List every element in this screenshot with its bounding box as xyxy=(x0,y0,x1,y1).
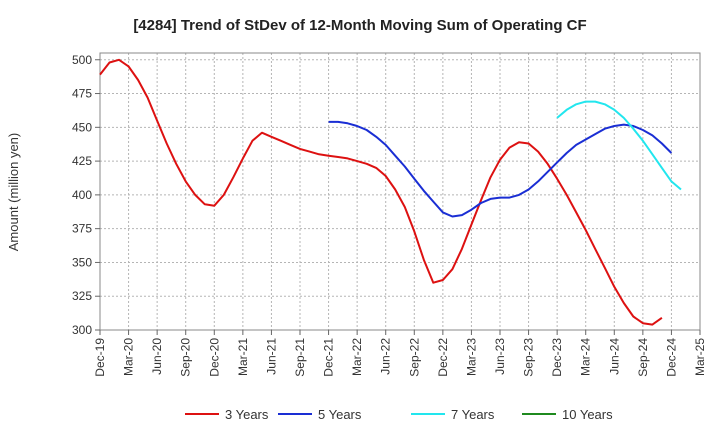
series-line-3-years xyxy=(99,58,663,326)
x-tick-label: Mar-24 xyxy=(579,338,593,376)
x-tick-label: Jun-23 xyxy=(493,338,507,375)
x-tick-label: Sep-23 xyxy=(522,338,536,377)
y-tick-label: 300 xyxy=(72,323,92,337)
y-tick-label: 325 xyxy=(72,289,92,303)
y-tick-label: 400 xyxy=(72,188,92,202)
legend-item: 10 Years xyxy=(522,407,613,422)
y-tick-label: 500 xyxy=(72,53,92,67)
grid-lines xyxy=(99,53,701,331)
legend-item: 3 Years xyxy=(185,407,269,422)
y-tick-label: 350 xyxy=(72,255,92,269)
y-tick-label: 475 xyxy=(72,87,92,101)
legend-label: 5 Years xyxy=(318,407,362,422)
x-tick-label: Sep-21 xyxy=(293,338,307,377)
x-tick-label: Dec-24 xyxy=(664,338,678,377)
x-tick-label: Jun-20 xyxy=(150,338,164,375)
x-tick-label: Jun-22 xyxy=(379,338,393,375)
legend-item: 5 Years xyxy=(278,407,362,422)
x-tick-label: Mar-21 xyxy=(236,338,250,376)
legend-label: 7 Years xyxy=(451,407,495,422)
x-tick-label: Sep-20 xyxy=(179,338,193,377)
chart-title: [4284] Trend of StDev of 12-Month Moving… xyxy=(133,17,586,34)
x-tick-label: Mar-25 xyxy=(693,338,707,376)
series-lines xyxy=(99,58,682,326)
x-tick-label: Dec-22 xyxy=(436,338,450,377)
y-axis-ticks: 300 325 350 375 400 425 450 475 500 xyxy=(72,53,100,337)
plot-frame xyxy=(99,52,701,331)
x-tick-label: Mar-20 xyxy=(122,338,136,376)
series-line-5-years xyxy=(328,120,673,218)
x-axis-ticks: Dec-19 Mar-20 Jun-20 Sep-20 Dec-20 Mar-21 Jun-… xyxy=(93,330,707,377)
x-tick-label: Mar-22 xyxy=(350,338,364,376)
x-tick-label: Dec-19 xyxy=(93,338,107,377)
x-tick-label: Dec-20 xyxy=(207,338,221,377)
y-tick-label: 375 xyxy=(72,222,92,236)
x-tick-label: Jun-24 xyxy=(607,338,621,375)
x-tick-label: Dec-21 xyxy=(322,338,336,377)
series-line-7-years xyxy=(556,100,682,191)
y-tick-label: 425 xyxy=(72,154,92,168)
x-tick-label: Mar-23 xyxy=(464,338,478,376)
legend-item: 7 Years xyxy=(411,407,495,422)
x-tick-label: Dec-23 xyxy=(550,338,564,377)
x-tick-label: Sep-22 xyxy=(407,338,421,377)
y-axis-label: Amount (million yen) xyxy=(6,133,21,252)
x-tick-label: Sep-24 xyxy=(636,338,650,377)
legend: 3 Years 5 Years 7 Years 10 Years xyxy=(185,407,613,422)
legend-label: 10 Years xyxy=(562,407,613,422)
legend-label: 3 Years xyxy=(225,407,269,422)
y-tick-label: 450 xyxy=(72,120,92,134)
x-tick-label: Jun-21 xyxy=(264,338,278,375)
